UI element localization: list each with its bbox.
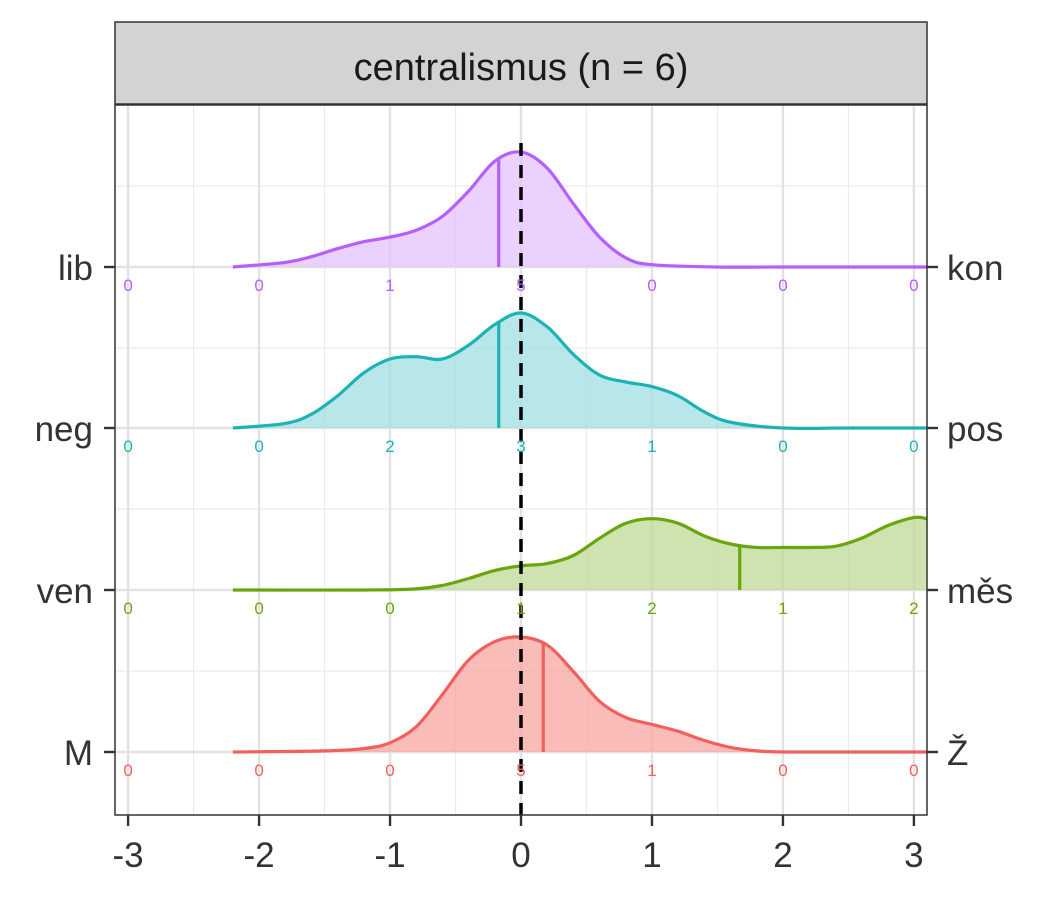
count-label-0-1: 0 xyxy=(254,761,263,780)
count-label-0-6: 0 xyxy=(909,761,918,780)
density-fill-0 xyxy=(232,636,927,753)
count-label-3-6: 0 xyxy=(909,276,918,295)
density-fill-3 xyxy=(232,151,927,268)
count-label-2-5: 0 xyxy=(778,437,787,456)
x-tick-label-1: -2 xyxy=(244,836,275,875)
count-label-1-3: 1 xyxy=(516,599,525,618)
count-label-3-2: 1 xyxy=(385,276,394,295)
count-label-3-5: 0 xyxy=(778,276,787,295)
count-label-3-3: 5 xyxy=(516,276,525,295)
strip-title: centralismus (n = 6) xyxy=(354,47,689,89)
x-tick-label-4: 1 xyxy=(642,836,661,875)
y-right-label-2: pos xyxy=(947,410,1003,449)
strip-background xyxy=(114,21,928,105)
count-label-3-4: 0 xyxy=(647,276,656,295)
x-tick-label-3: 0 xyxy=(511,836,530,875)
count-label-0-2: 0 xyxy=(385,761,394,780)
count-label-3-1: 0 xyxy=(254,276,263,295)
count-labels: 0 0 0 5 1 0 00 0 0 1 2 1 20 0 2 3 1 0 00 0 1 5 0 0 0 xyxy=(123,276,918,780)
count-label-2-2: 2 xyxy=(385,437,394,456)
count-label-1-2: 0 xyxy=(385,599,394,618)
count-label-1-5: 1 xyxy=(778,599,787,618)
y-right-label-3: kon xyxy=(947,249,1003,288)
count-label-2-4: 1 xyxy=(647,437,656,456)
density-line-3 xyxy=(232,150,927,269)
y-left-label-0: M xyxy=(64,734,93,773)
count-label-0-5: 0 xyxy=(778,761,787,780)
density-fill-1 xyxy=(232,517,927,591)
x-tick-label-6: 3 xyxy=(904,836,923,875)
y-left-label-3: lib xyxy=(58,249,93,288)
count-label-1-6: 2 xyxy=(909,599,918,618)
count-label-3-0: 0 xyxy=(123,276,132,295)
y-left-label-2: neg xyxy=(35,410,93,449)
count-label-2-6: 0 xyxy=(909,437,918,456)
y-left-label-1: ven xyxy=(37,572,93,611)
y-right-label-1: měs xyxy=(947,572,1013,611)
count-label-1-0: 0 xyxy=(123,599,132,618)
density-line-2 xyxy=(232,311,927,431)
x-tick-label-2: -1 xyxy=(374,836,405,875)
count-label-2-0: 0 xyxy=(123,437,132,456)
count-label-0-3: 5 xyxy=(516,761,525,780)
density-line-1 xyxy=(232,515,928,592)
count-label-0-0: 0 xyxy=(123,761,132,780)
count-label-0-4: 1 xyxy=(647,761,656,780)
density-line-0 xyxy=(232,635,927,754)
count-label-2-1: 0 xyxy=(254,437,263,456)
density-fill-2 xyxy=(232,312,927,429)
count-label-1-1: 0 xyxy=(254,599,263,618)
count-label-2-3: 3 xyxy=(516,437,525,456)
x-tick-label-0: -3 xyxy=(113,836,144,875)
density-ridges xyxy=(232,150,928,754)
count-label-1-4: 2 xyxy=(647,599,656,618)
y-right-label-0: Ž xyxy=(947,734,968,773)
x-tick-label-5: 2 xyxy=(773,836,792,875)
